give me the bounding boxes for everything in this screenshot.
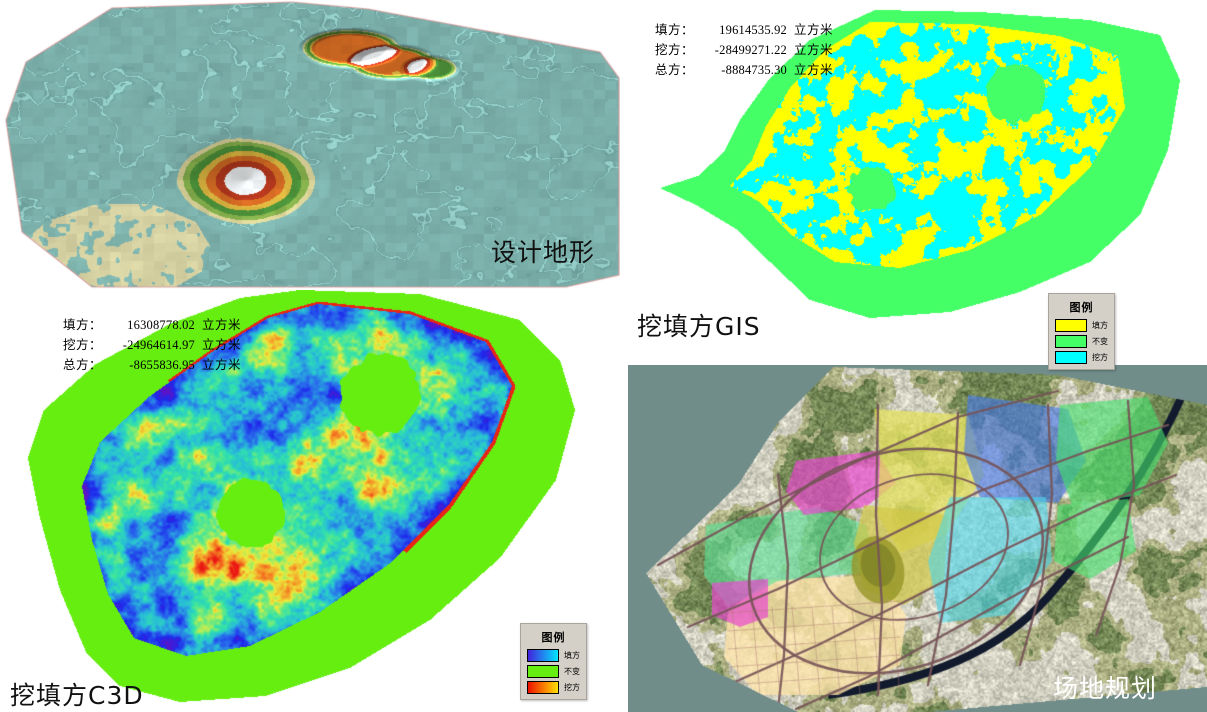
stats-row-cut: 挖方： -24964614.97 立方米 xyxy=(63,335,241,355)
stats-unit-fill: 立方米 xyxy=(202,318,242,332)
legend-swatch-unchanged xyxy=(1055,335,1087,348)
stats-value-fill: 19614535.92 xyxy=(719,23,787,37)
legend-item-fill: 填方 xyxy=(527,649,580,662)
site-planning-panel xyxy=(628,365,1207,712)
stats-row-cut: 挖方： -28499271.22 立方米 xyxy=(655,40,833,60)
legend-label-cut: 挖方 xyxy=(564,683,580,692)
stats-row-total: 总方： -8884735.30 立方米 xyxy=(655,60,833,80)
legend-label-unchanged: 不变 xyxy=(564,667,580,676)
legend-label-unchanged: 不变 xyxy=(1092,337,1108,346)
stats-value-cut: -28499271.22 xyxy=(714,43,787,57)
legend-swatch-fill xyxy=(1055,319,1087,332)
legend-title: 图例 xyxy=(1069,301,1094,314)
legend-label-fill: 填方 xyxy=(1092,321,1108,330)
stats-unit-cut: 立方米 xyxy=(202,338,242,352)
design-terrain-canvas xyxy=(0,0,620,292)
gis-earthwork-stats: 填方： 19614535.92 立方米 挖方： -28499271.22 立方米… xyxy=(655,20,833,80)
gis-legend-box: 图例 填方 不变 挖方 xyxy=(1048,293,1115,370)
legend-title: 图例 xyxy=(541,631,566,644)
legend-label-cut: 挖方 xyxy=(1092,353,1108,362)
caption-design-terrain: 设计地形 xyxy=(491,238,596,267)
stats-unit-total: 立方米 xyxy=(202,358,242,372)
legend-item-fill: 填方 xyxy=(1055,319,1108,332)
legend-label-fill: 填方 xyxy=(564,651,580,660)
stats-label-fill: 填方： xyxy=(63,318,103,332)
legend-swatch-fill xyxy=(527,649,559,662)
legend-item-unchanged: 不变 xyxy=(1055,335,1108,348)
stats-row-fill: 填方： 16308778.02 立方米 xyxy=(63,315,241,335)
stats-label-cut: 挖方： xyxy=(655,43,695,57)
caption-site-planning: 场地规划 xyxy=(1053,674,1158,703)
stats-unit-cut: 立方米 xyxy=(794,43,834,57)
c3d-legend-box: 图例 填方 不变 挖方 xyxy=(520,623,587,700)
stats-value-total: -8884735.30 xyxy=(721,63,787,77)
caption-cut-fill-c3d: 挖填方C3D xyxy=(10,681,144,710)
stats-value-total: -8655836.95 xyxy=(129,358,195,372)
c3d-earthwork-stats: 填方： 16308778.02 立方米 挖方： -24964614.97 立方米… xyxy=(63,315,241,375)
caption-cut-fill-gis: 挖填方GIS xyxy=(637,312,761,341)
legend-item-cut: 挖方 xyxy=(1055,351,1108,364)
stats-label-fill: 填方： xyxy=(655,23,695,37)
design-terrain-panel xyxy=(0,0,620,292)
legend-item-unchanged: 不变 xyxy=(527,665,580,678)
stats-value-fill: 16308778.02 xyxy=(127,318,195,332)
stats-value-cut: -24964614.97 xyxy=(122,338,195,352)
stats-row-total: 总方： -8655836.95 立方米 xyxy=(63,355,241,375)
stats-row-fill: 填方： 19614535.92 立方米 xyxy=(655,20,833,40)
stats-unit-total: 立方米 xyxy=(794,63,834,77)
stats-label-cut: 挖方： xyxy=(63,338,103,352)
stats-label-total: 总方： xyxy=(655,63,695,77)
stats-unit-fill: 立方米 xyxy=(794,23,834,37)
site-planning-canvas xyxy=(628,365,1207,712)
legend-swatch-unchanged xyxy=(527,665,559,678)
legend-swatch-cut xyxy=(527,681,559,694)
legend-swatch-cut xyxy=(1055,351,1087,364)
legend-item-cut: 挖方 xyxy=(527,681,580,694)
stats-label-total: 总方： xyxy=(63,358,103,372)
